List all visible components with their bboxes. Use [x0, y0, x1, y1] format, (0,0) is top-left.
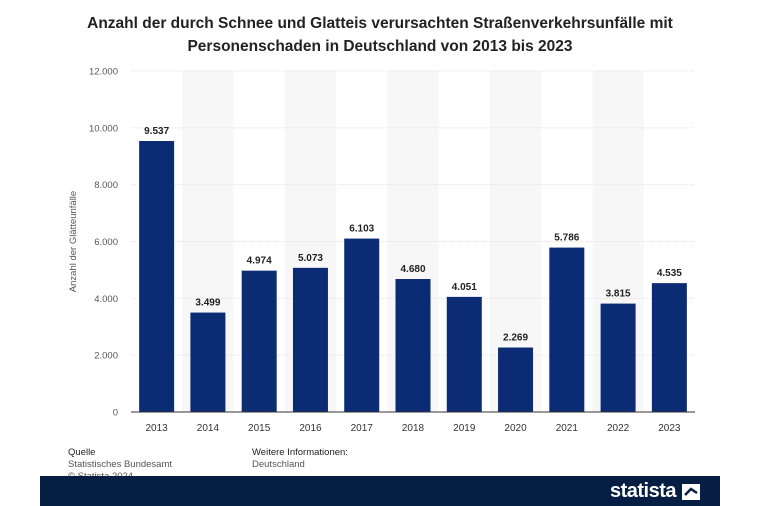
footer-info-heading: Weitere Informationen:	[252, 447, 348, 458]
x-tick-label: 2023	[658, 423, 681, 434]
statista-logo[interactable]: statista	[610, 480, 700, 503]
bar-value-label: 4.974	[247, 256, 272, 267]
bar	[139, 140, 175, 413]
footer-source-heading: Quelle	[68, 447, 96, 458]
bar-chart: 0 2.000 4.000 6.000 8.000 10.000 12.000 Anzahl …	[68, 67, 695, 434]
statista-logo-icon	[682, 483, 700, 500]
chart-title-line-2: Personenschaden in Deutschland von 2013 …	[187, 38, 573, 55]
bar-value-label: 4.680	[400, 264, 425, 275]
y-tick-label: 2.000	[94, 351, 118, 362]
x-tick-label: 2022	[607, 423, 630, 434]
x-tick-label: 2013	[146, 423, 169, 434]
x-tick-label: 2014	[197, 423, 220, 434]
x-tick-label: 2018	[402, 423, 425, 434]
y-tick-label: 12.000	[89, 67, 118, 78]
chart-title-line-1: Anzahl der durch Schnee und Glatteis ver…	[87, 15, 673, 32]
bar	[446, 296, 482, 412]
bar-value-label: 5.786	[554, 233, 579, 244]
bar	[190, 312, 226, 412]
x-tick-label: 2016	[299, 423, 322, 434]
x-tick-label: 2019	[453, 423, 476, 434]
footer-info: Weitere Informationen: Deutschland	[252, 447, 348, 471]
chart-title: Anzahl der durch Schnee und Glatteis ver…	[40, 12, 720, 58]
x-tick-label: 2021	[556, 423, 579, 434]
chart-frame: Anzahl der durch Schnee und Glatteis ver…	[40, 0, 720, 506]
y-tick-label: 10.000	[89, 123, 118, 134]
x-tick-label: 2015	[248, 423, 271, 434]
bar	[395, 279, 431, 412]
bar	[344, 238, 380, 412]
bar	[651, 283, 687, 412]
bar-value-label: 3.499	[195, 298, 220, 309]
bar	[600, 303, 636, 412]
y-axis-label: Anzahl der Glätteunfälle	[68, 191, 79, 292]
bar	[241, 270, 277, 412]
brand-name: statista	[609, 480, 677, 502]
footer-source-line: Statistisches Bundesamt	[68, 459, 173, 470]
y-tick-label: 6.000	[94, 237, 118, 248]
bar	[549, 247, 585, 412]
bar-value-label: 9.537	[144, 126, 169, 137]
y-tick-label: 4.000	[94, 294, 118, 305]
bar-value-label: 4.535	[657, 268, 682, 279]
bar	[498, 347, 534, 412]
x-tick-label: 2020	[504, 423, 527, 434]
bar	[292, 267, 328, 412]
bar-value-label: 5.073	[298, 253, 323, 264]
brand-bar: statista	[40, 476, 720, 506]
bar-value-label: 6.103	[349, 224, 374, 235]
y-tick-label: 8.000	[94, 180, 118, 191]
bar-value-label: 4.051	[452, 282, 477, 293]
bar-value-label: 3.815	[606, 289, 631, 300]
y-tick-label: 0	[113, 408, 118, 419]
bar-value-label: 2.269	[503, 333, 528, 344]
x-tick-label: 2017	[351, 423, 374, 434]
footer-info-line[interactable]: Deutschland	[252, 459, 305, 470]
